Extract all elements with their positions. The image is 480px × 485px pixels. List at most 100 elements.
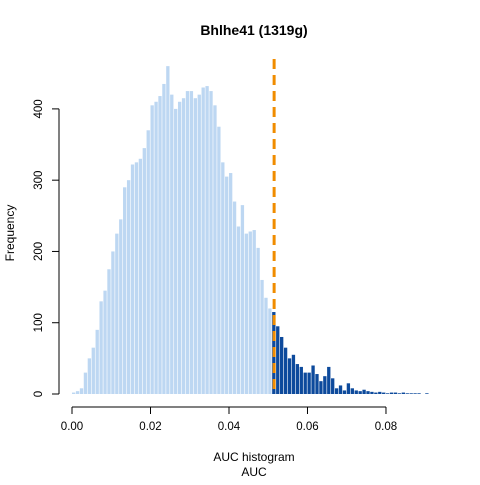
histogram-bar	[362, 389, 366, 394]
histogram-bar	[319, 381, 323, 394]
histogram-bar	[107, 269, 111, 394]
histogram-bar	[72, 392, 76, 394]
histogram-bar	[303, 372, 307, 394]
histogram-bar	[256, 247, 260, 394]
x-tick-label: 0.00	[61, 421, 83, 433]
histogram-bar	[185, 91, 190, 394]
histogram-bar	[370, 391, 374, 394]
histogram-bar	[103, 290, 107, 394]
histogram-bar	[374, 392, 378, 394]
histogram-bar	[83, 372, 88, 394]
histogram-bar	[134, 162, 139, 394]
histogram-bar	[307, 372, 311, 394]
histogram-bar	[327, 366, 331, 394]
histogram-bar	[346, 383, 351, 394]
histogram-bar	[283, 347, 288, 394]
histogram-bar	[334, 388, 339, 394]
x-tick-label: 0.04	[218, 421, 241, 433]
histogram-bar	[91, 347, 95, 394]
histogram-bar	[232, 201, 237, 394]
histogram-bar	[252, 230, 256, 394]
histogram-bar	[95, 329, 99, 394]
histogram-bar	[154, 101, 158, 395]
histogram-bar	[205, 86, 209, 394]
y-tick-label: 100	[33, 313, 45, 332]
histogram-bar	[382, 392, 386, 394]
histogram-bar	[331, 378, 335, 394]
histogram-bar	[193, 98, 197, 394]
histogram-bar	[244, 233, 249, 394]
histogram-bar	[323, 376, 327, 394]
histogram-bar	[342, 390, 347, 394]
histogram-bar	[409, 393, 413, 394]
histogram-bar	[291, 354, 296, 394]
histogram-bar	[401, 392, 405, 394]
histogram-bar	[228, 173, 233, 394]
histogram-bar	[119, 219, 123, 394]
x-axis: 0.00 0.02 0.04 0.06 0.08	[61, 406, 397, 433]
y-axis-label: Frequency	[3, 205, 17, 262]
histogram-bar	[189, 91, 194, 394]
histogram-bar	[225, 176, 229, 394]
histogram-bar	[299, 366, 303, 394]
histogram-bar	[111, 251, 115, 394]
histogram-bar	[138, 158, 143, 394]
histogram-bar	[170, 94, 174, 394]
histogram-bar	[217, 126, 221, 395]
histogram-bar	[276, 326, 280, 394]
x-axis-label-line2: AUC	[241, 465, 267, 479]
y-tick-label: 400	[33, 99, 45, 118]
histogram-bar	[264, 297, 268, 394]
histogram-bar	[162, 83, 166, 394]
x-tick-label: 0.06	[296, 421, 318, 433]
y-axis: 0 100 200 300 400	[33, 99, 60, 397]
histogram-bar	[166, 66, 170, 394]
histogram-bar	[142, 148, 146, 394]
y-tick-label: 0	[33, 391, 45, 397]
histogram-bar	[315, 374, 319, 394]
histogram-bar	[417, 393, 421, 394]
histogram-bar	[397, 393, 402, 394]
histogram-bar	[126, 180, 131, 394]
histogram-bar	[130, 164, 135, 394]
histogram-bar	[213, 105, 217, 394]
histogram-bar	[75, 391, 80, 394]
histogram-bar	[425, 393, 429, 394]
histogram-bar	[385, 393, 390, 394]
histogram-bar	[260, 279, 264, 394]
histogram-bar	[150, 105, 154, 394]
histogram-bar	[350, 388, 354, 394]
y-tick-label: 300	[33, 171, 45, 190]
y-tick-label: 200	[33, 242, 45, 261]
histogram-bar	[393, 392, 398, 394]
histogram-bar	[209, 91, 213, 394]
histogram-bar	[197, 94, 201, 394]
histogram-bar	[158, 96, 162, 394]
histogram-bar	[174, 108, 178, 394]
histogram-bar	[280, 336, 284, 394]
histogram-bar	[236, 226, 241, 394]
histogram-bar	[181, 98, 186, 394]
histogram-bar	[389, 392, 394, 394]
histogram-bar	[354, 390, 358, 394]
histogram-bar	[99, 301, 103, 394]
histogram-bar	[268, 308, 272, 394]
x-tick-label: 0.08	[375, 421, 397, 433]
chart-title: Bhlhe41 (1319g)	[200, 22, 307, 38]
histogram-bar	[177, 101, 182, 395]
bars-layer	[72, 66, 429, 395]
histogram-bar	[87, 358, 92, 394]
histogram-bar	[240, 205, 245, 394]
histogram-bar	[123, 187, 127, 394]
histogram-bar	[295, 364, 300, 394]
histogram-bar	[248, 231, 252, 394]
histogram-bar	[311, 365, 315, 394]
histogram-bar	[413, 393, 417, 394]
histogram-bar	[405, 393, 409, 394]
histogram-bar	[338, 385, 343, 394]
histogram-bar	[221, 162, 225, 394]
histogram-bar	[358, 391, 362, 394]
histogram-bar	[366, 391, 370, 394]
histogram-bar	[378, 391, 382, 394]
